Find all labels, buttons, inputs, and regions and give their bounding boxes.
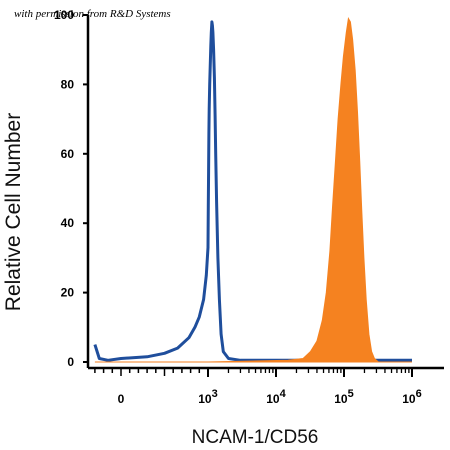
x-tick-label: 104	[266, 388, 286, 406]
permission-watermark: with permission from R&D Systems	[14, 8, 171, 20]
y-tick-label: 40	[61, 216, 75, 230]
x-tick-exponent: 3	[212, 388, 218, 400]
y-tick-label: 0	[67, 355, 74, 369]
y-tick-label: 20	[61, 286, 75, 300]
y-tick-label: 60	[61, 147, 75, 161]
filled-histogram-series-1	[94, 17, 412, 363]
axes-group: 0 20 40 60 80 100 0 103 104 105 106	[54, 8, 444, 406]
x-tick-exponent: 5	[348, 388, 354, 400]
y-axis-label: Relative Cell Number	[2, 112, 25, 312]
outline-histogram-series-0	[93, 20, 412, 362]
x-tick-exponent: 4	[280, 388, 287, 400]
x-axis-label: NCAM-1/CD56	[191, 427, 319, 448]
x-tick-label: 105	[334, 388, 353, 406]
series-group	[93, 17, 412, 363]
y-tick-label: 100	[54, 8, 74, 22]
x-tick-label: 106	[402, 388, 421, 406]
x-tick-label: 103	[198, 388, 217, 406]
y-tick-label: 80	[61, 77, 75, 91]
x-tick-exponent: 6	[416, 388, 422, 400]
x-tick-label: 0	[118, 392, 125, 406]
